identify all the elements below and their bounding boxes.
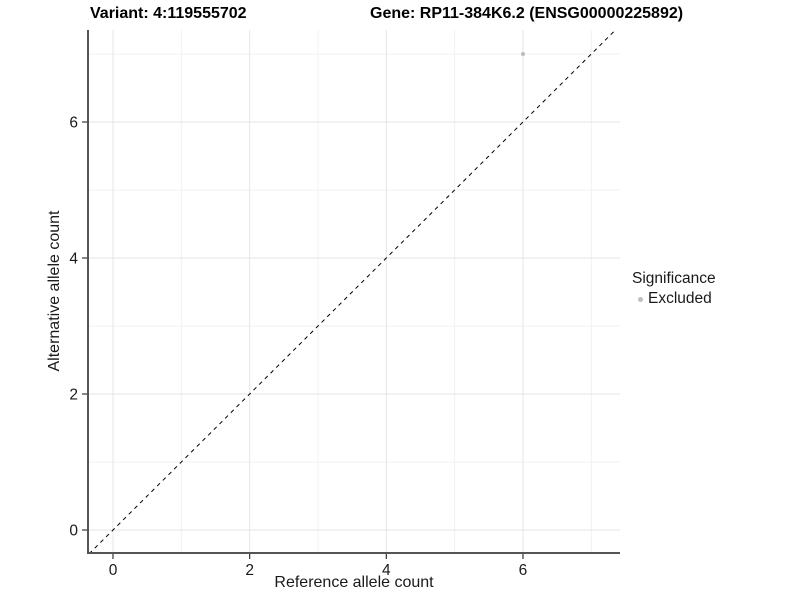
legend: Significance Excluded xyxy=(632,270,716,308)
y-tick-label: 0 xyxy=(69,523,78,540)
legend-title: Significance xyxy=(632,270,716,287)
variant-title: Variant: 4:119555702 xyxy=(90,5,247,22)
x-tick-label: 6 xyxy=(519,562,528,579)
x-tick-label: 2 xyxy=(245,562,254,579)
identity-reference-line xyxy=(88,29,616,555)
gene-title: Gene: RP11-384K6.2 (ENSG00000225892) xyxy=(370,5,684,22)
x-tick-label: 4 xyxy=(382,562,391,579)
legend-item-excluded: Excluded xyxy=(632,290,716,308)
x-tick-label: 0 xyxy=(109,562,118,579)
y-tick-label: 6 xyxy=(69,115,78,132)
x-axis-label: Reference allele count xyxy=(274,574,434,591)
legend-item-label: Excluded xyxy=(648,290,712,307)
y-tick-label: 2 xyxy=(69,387,78,404)
data-point xyxy=(520,51,526,57)
excluded-point-icon xyxy=(638,296,643,302)
y-tick-label: 4 xyxy=(69,251,78,268)
y-axis-label: Alternative allele count xyxy=(46,210,63,372)
